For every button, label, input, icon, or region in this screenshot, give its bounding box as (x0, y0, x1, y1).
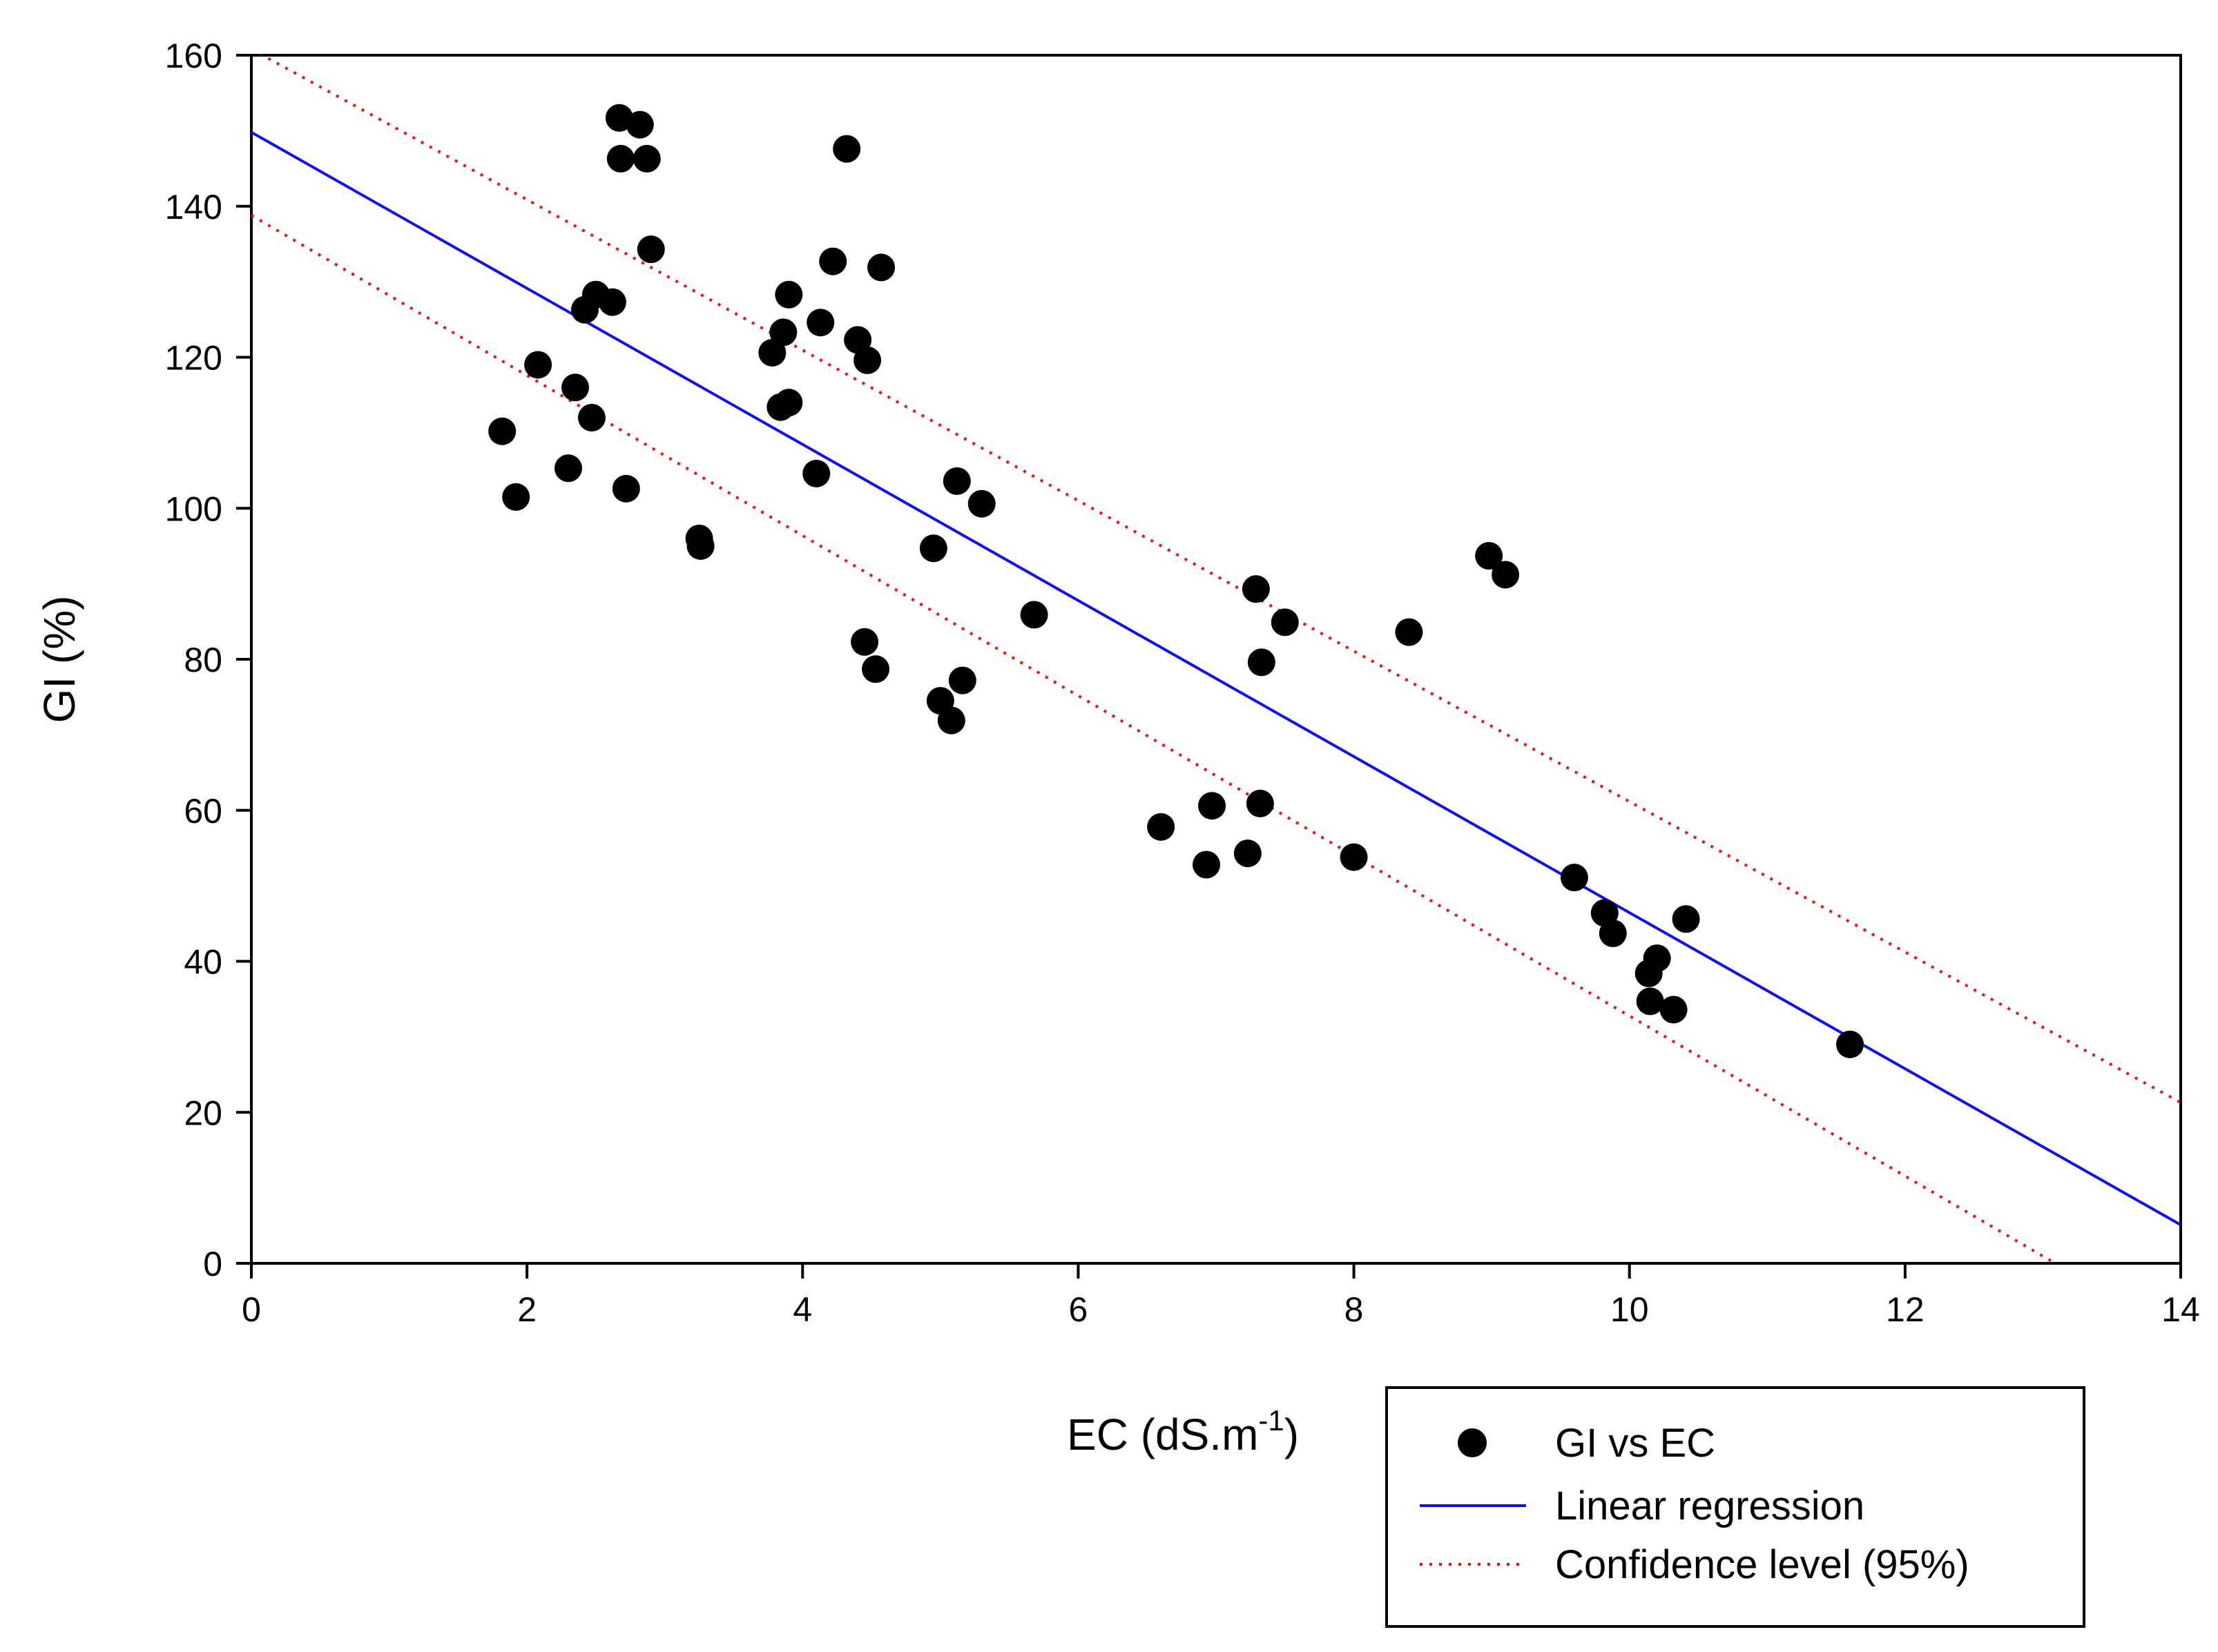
y-axis: 0 20 40 60 80 100 120 140 160 (165, 37, 251, 1283)
data-point (633, 144, 661, 173)
data-point (554, 454, 583, 483)
y-tick-label: 40 (184, 943, 222, 982)
y-tick-label: 60 (184, 792, 222, 830)
x-axis-title-main: EC (dS.m (1067, 1410, 1258, 1459)
data-point (1395, 618, 1423, 646)
y-tick-label: 0 (203, 1245, 222, 1283)
data-point (1636, 987, 1664, 1016)
data-point (807, 309, 835, 337)
data-point (937, 706, 965, 735)
data-point (1271, 608, 1299, 636)
legend-marker-points (1458, 1428, 1487, 1457)
legend: GI vs EC Linear regression Confidence le… (1385, 1386, 2085, 1628)
x-tick-label: 8 (1344, 1290, 1364, 1329)
x-axis-title-superscript: -1 (1258, 1404, 1284, 1437)
data-point (626, 110, 654, 139)
x-tick-label: 14 (2161, 1290, 2200, 1329)
data-point (862, 655, 890, 683)
data-point (561, 373, 589, 402)
data-point (1198, 792, 1226, 820)
data-point (775, 389, 803, 417)
data-point (612, 474, 640, 503)
data-point (967, 489, 996, 518)
data-point (851, 628, 879, 656)
y-tick-label: 120 (165, 339, 222, 378)
y-tick-label: 20 (184, 1094, 222, 1132)
x-axis-title: EC (dS.m-1) (1067, 1404, 1299, 1459)
x-tick-label: 12 (1886, 1290, 1925, 1329)
y-tick-label: 160 (165, 37, 222, 75)
data-point (606, 144, 635, 173)
data-point (1242, 575, 1270, 603)
x-tick-label: 2 (517, 1290, 537, 1329)
data-point (867, 253, 896, 282)
data-point (1340, 843, 1368, 871)
data-point (854, 346, 882, 374)
data-point (1560, 864, 1588, 892)
x-tick-label: 10 (1610, 1290, 1649, 1329)
x-axis: 0 2 4 6 8 10 12 14 (242, 1263, 2200, 1329)
data-point (775, 280, 803, 309)
x-axis-title-suffix: ) (1284, 1410, 1299, 1459)
data-point (758, 338, 787, 367)
data-point (802, 459, 831, 487)
data-point (1599, 920, 1627, 948)
data-point (769, 318, 798, 347)
data-point (919, 534, 947, 563)
legend-label-points: GI vs EC (1555, 1421, 1715, 1466)
data-point (1147, 813, 1175, 841)
data-point (819, 247, 847, 275)
y-tick-label: 80 (184, 641, 222, 679)
series-layer (251, 55, 2181, 1263)
data-point (1643, 944, 1671, 973)
data-point (1247, 648, 1275, 677)
data-point (1475, 542, 1503, 570)
data-point (637, 235, 665, 264)
data-point (1233, 839, 1262, 868)
y-tick-label: 140 (165, 188, 222, 226)
x-tick-label: 6 (1069, 1290, 1088, 1329)
data-point (1492, 561, 1520, 589)
data-point (1193, 851, 1221, 879)
y-axis-title: GI (%) (35, 596, 84, 723)
data-point (686, 532, 715, 560)
y-tick-label: 100 (165, 489, 222, 528)
legend-label-regression: Linear regression (1555, 1484, 1864, 1528)
data-point (943, 467, 971, 495)
data-point (1836, 1030, 1864, 1058)
data-point (1246, 789, 1274, 817)
data-point (598, 288, 626, 316)
x-tick-label: 0 (242, 1290, 261, 1329)
data-point (948, 666, 976, 694)
plot-area (250, 54, 2182, 1265)
data-point (577, 404, 606, 431)
data-point (1659, 995, 1688, 1024)
data-point (502, 483, 530, 511)
data-point (1672, 905, 1700, 933)
legend-label-confidence: Confidence level (95%) (1555, 1542, 1969, 1587)
x-tick-label: 4 (793, 1290, 812, 1329)
data-point (1020, 601, 1048, 629)
data-point (524, 351, 552, 379)
data-point (833, 135, 861, 163)
data-point (488, 417, 517, 445)
